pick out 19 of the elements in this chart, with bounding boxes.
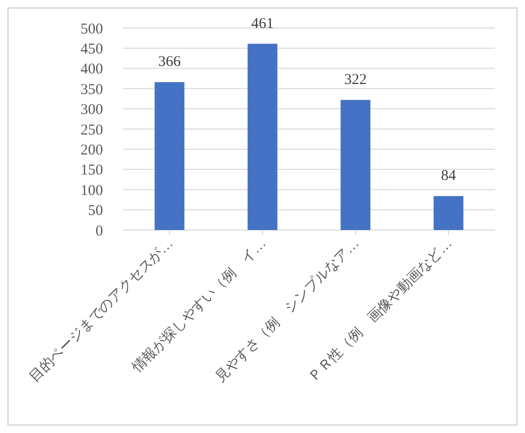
- bar: [154, 82, 184, 230]
- y-tick-label: 350: [80, 82, 103, 98]
- data-label: 84: [441, 168, 456, 184]
- y-tick-label: 0: [96, 223, 103, 240]
- data-label: 322: [344, 72, 367, 88]
- data-label: 366: [158, 54, 182, 70]
- bar: [434, 196, 464, 230]
- data-label: 461: [251, 16, 274, 32]
- y-tick-label: 400: [80, 62, 103, 78]
- y-tick-label: 500: [80, 21, 103, 38]
- y-tick-label: 100: [80, 182, 103, 199]
- y-tick-label: 50: [88, 203, 103, 220]
- bar: [340, 100, 370, 230]
- bar: [248, 44, 278, 230]
- y-tick-label: 300: [80, 102, 103, 118]
- y-tick-label: 250: [80, 122, 103, 138]
- y-tick-label: 200: [80, 142, 103, 158]
- y-tick-label: 150: [80, 162, 103, 179]
- y-tick-label: 450: [80, 41, 103, 58]
